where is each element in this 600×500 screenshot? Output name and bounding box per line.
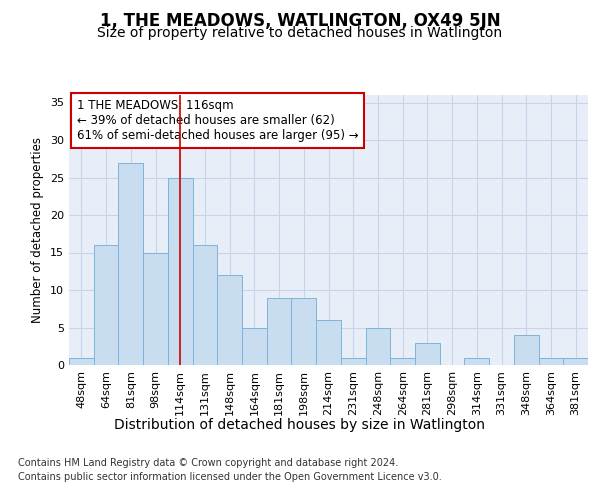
Bar xyxy=(563,358,588,365)
Text: 1 THE MEADOWS: 116sqm
← 39% of detached houses are smaller (62)
61% of semi-deta: 1 THE MEADOWS: 116sqm ← 39% of detached … xyxy=(77,99,358,142)
Bar xyxy=(292,298,316,365)
Bar xyxy=(94,245,118,365)
Bar xyxy=(341,358,365,365)
Bar xyxy=(390,358,415,365)
Bar xyxy=(118,162,143,365)
Bar xyxy=(464,358,489,365)
Bar xyxy=(316,320,341,365)
Bar xyxy=(193,245,217,365)
Bar xyxy=(514,335,539,365)
Bar xyxy=(267,298,292,365)
Bar xyxy=(365,328,390,365)
Text: Contains HM Land Registry data © Crown copyright and database right 2024.: Contains HM Land Registry data © Crown c… xyxy=(18,458,398,468)
Bar xyxy=(217,275,242,365)
Bar xyxy=(143,252,168,365)
Bar xyxy=(168,178,193,365)
Bar xyxy=(539,358,563,365)
Y-axis label: Number of detached properties: Number of detached properties xyxy=(31,137,44,323)
Text: Size of property relative to detached houses in Watlington: Size of property relative to detached ho… xyxy=(97,26,503,40)
Text: 1, THE MEADOWS, WATLINGTON, OX49 5JN: 1, THE MEADOWS, WATLINGTON, OX49 5JN xyxy=(100,12,500,30)
Bar xyxy=(69,358,94,365)
Bar xyxy=(415,342,440,365)
Bar xyxy=(242,328,267,365)
Text: Distribution of detached houses by size in Watlington: Distribution of detached houses by size … xyxy=(115,418,485,432)
Text: Contains public sector information licensed under the Open Government Licence v3: Contains public sector information licen… xyxy=(18,472,442,482)
